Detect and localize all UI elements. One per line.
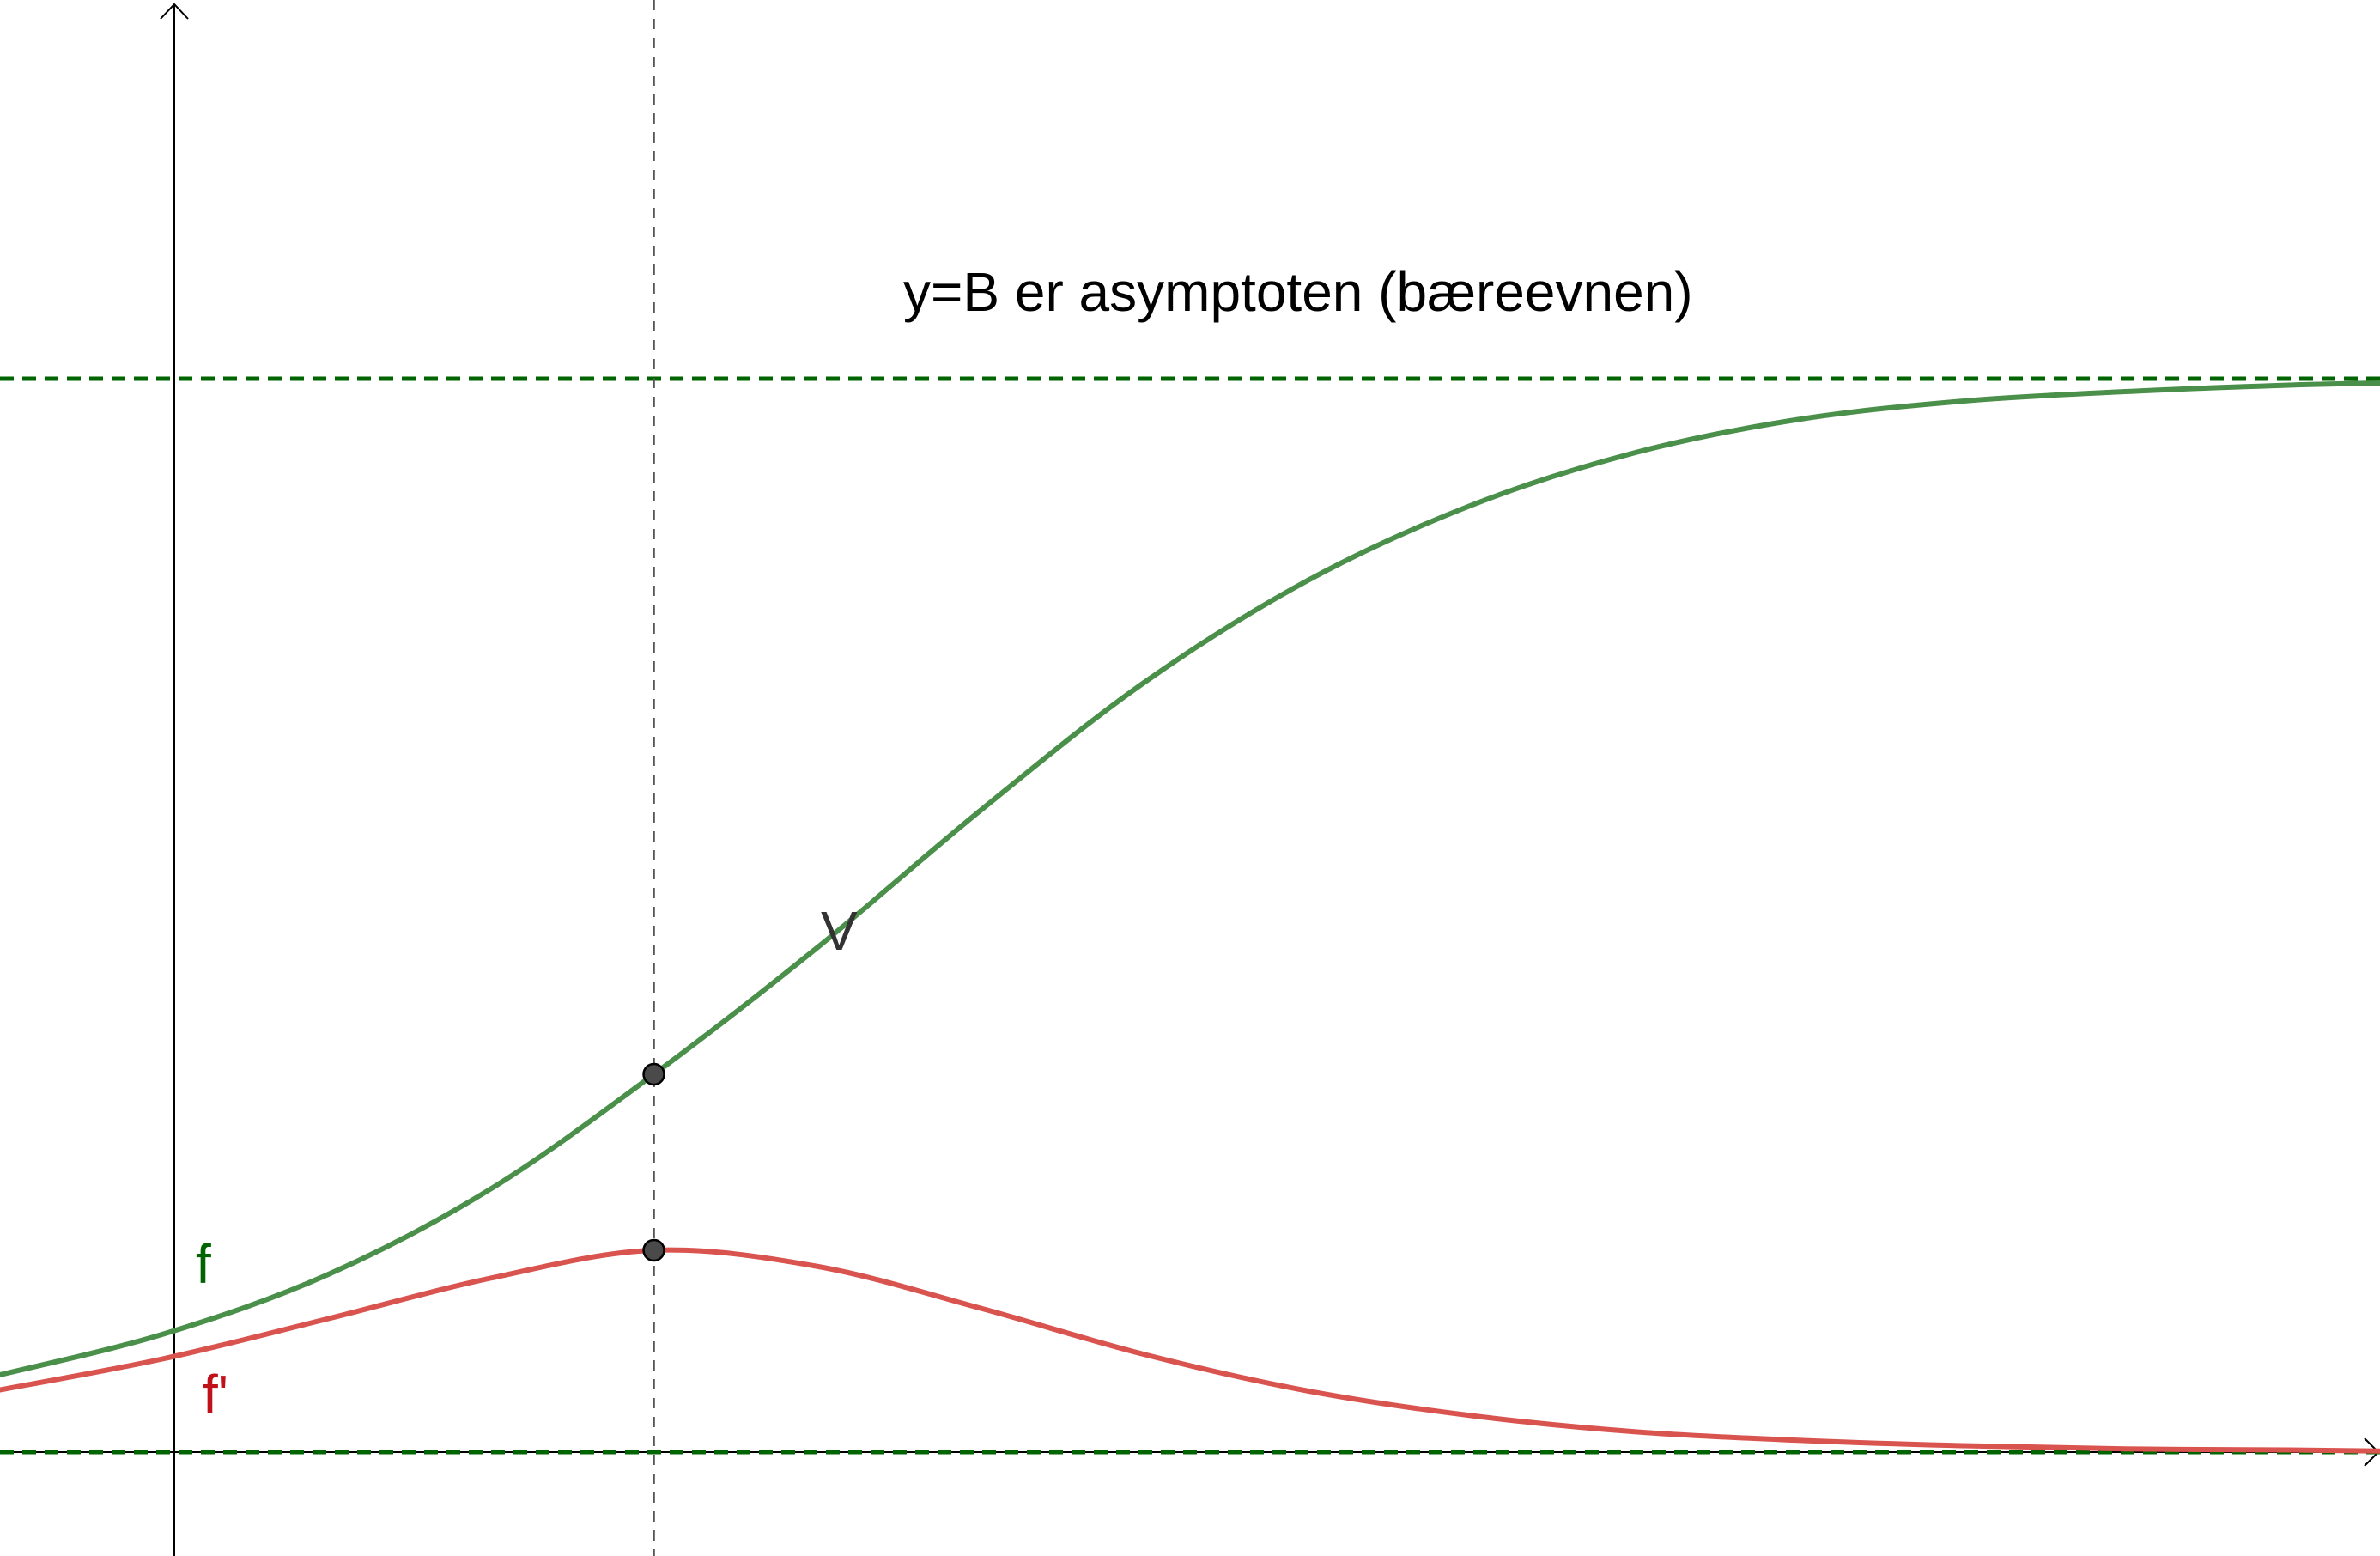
point-label-v: V: [821, 900, 858, 962]
series-label-f-prime: f': [203, 1364, 228, 1425]
point-derivative-max: [642, 1238, 665, 1262]
series-line-f: [0, 380, 2380, 1377]
axes: [0, 3, 2380, 1556]
curves: [0, 380, 2380, 1454]
points: [642, 1062, 665, 1262]
point-v: [642, 1062, 665, 1086]
series-line-f-prime: [0, 1247, 2380, 1454]
asymptote-lines: [0, 376, 2380, 1455]
asymptote-annotation: y=B er asymptoten (bæreevnen): [903, 261, 1693, 323]
series-label-f: f: [196, 1233, 211, 1295]
y-axis-arrow-icon: [160, 3, 189, 20]
